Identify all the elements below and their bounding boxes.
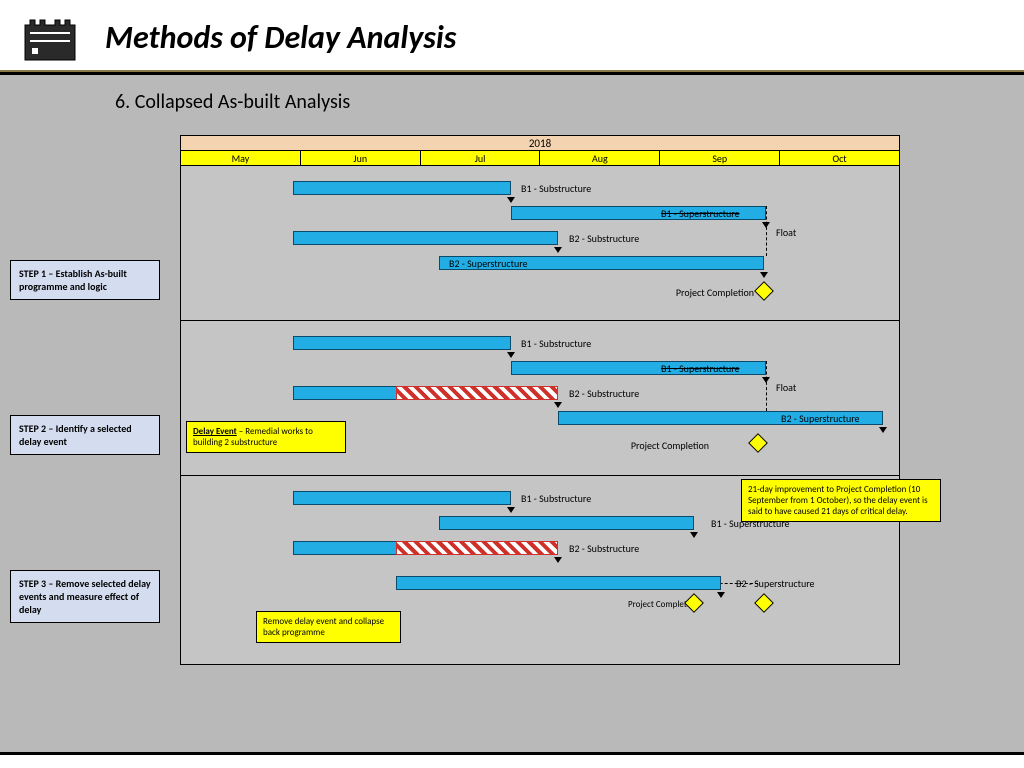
gantt-chart: 2018 MayJunJulAugSepOct Float Project Co…	[180, 135, 900, 665]
arrow-icon	[717, 592, 725, 598]
arrow-icon	[507, 507, 515, 513]
month-cell: Jun	[301, 151, 421, 166]
arrow-icon	[554, 247, 562, 253]
bar-label: B2 - Substructure	[569, 542, 639, 555]
step-label: STEP 1 – Establish As-built programme an…	[10, 260, 160, 300]
arrow-icon	[507, 197, 515, 203]
arrow-icon	[762, 222, 770, 228]
bar-label: B2 - Substructure	[569, 387, 639, 400]
float-line	[766, 361, 767, 411]
month-cell: Sep	[660, 151, 780, 166]
page-title: Methods of Delay Analysis	[105, 18, 456, 57]
float-label: Float	[776, 226, 796, 239]
arrow-icon	[879, 427, 887, 433]
milestone-icon	[754, 281, 774, 301]
bar-label: B1 - Superstructure	[661, 207, 740, 220]
month-row: MayJunJulAugSepOct	[181, 151, 899, 166]
callout: Delay Event – Remedial works to building…	[186, 421, 346, 453]
bar-label: B1 - Superstructure	[661, 362, 740, 375]
month-cell: Jul	[421, 151, 541, 166]
panel-step3: Project Completion B1 - SubstructureB1 -…	[181, 476, 899, 656]
arrow-icon	[690, 532, 698, 538]
month-cell: May	[181, 151, 301, 166]
gantt-bar	[293, 336, 511, 350]
milestone-icon	[748, 433, 768, 453]
panel-step1: Float Project Completion B1 - Substructu…	[181, 166, 899, 321]
milestone-icon	[754, 593, 774, 613]
completion-label: Project Completion	[631, 439, 709, 452]
delay-bar	[396, 386, 558, 400]
bar-label: B2 - Superstructure	[781, 412, 860, 425]
completion-label: Project Completion	[676, 286, 754, 299]
arrow-icon	[507, 352, 515, 358]
float-line	[766, 206, 767, 256]
step-label: STEP 3 – Remove selected delay events an…	[10, 570, 160, 623]
month-cell: Aug	[540, 151, 660, 166]
tower-logo-icon	[20, 10, 80, 65]
bar-label: B1 - Substructure	[521, 492, 591, 505]
content-area: 6. Collapsed As-built Analysis STEP 1 – …	[0, 75, 1024, 755]
gantt-bar	[293, 491, 511, 505]
arrow-icon	[554, 402, 562, 408]
bar-label: B2 - Substructure	[569, 232, 639, 245]
arrow-icon	[762, 377, 770, 383]
gantt-bar	[439, 516, 694, 530]
delay-bar	[396, 541, 558, 555]
panel-step2: Float Project Completion B1 - Substructu…	[181, 321, 899, 476]
gantt-bar	[293, 231, 558, 245]
gantt-bar	[293, 181, 511, 195]
bar-label: B2 - Superstructure	[736, 577, 815, 590]
step-label: STEP 2 – Identify a selected delay event	[10, 415, 160, 455]
gantt-bar	[396, 576, 721, 590]
year-header: 2018	[181, 136, 899, 151]
bar-label: B1 - Substructure	[521, 337, 591, 350]
callout: 21-day improvement to Project Completion…	[741, 479, 941, 522]
bar-label: B2 - Superstructure	[449, 257, 528, 270]
subtitle: 6. Collapsed As-built Analysis	[115, 90, 1004, 114]
float-label: Float	[776, 381, 796, 394]
arrow-icon	[554, 557, 562, 563]
arrow-icon	[760, 272, 768, 278]
header: Methods of Delay Analysis	[0, 0, 1024, 72]
bar-label: B1 - Substructure	[521, 182, 591, 195]
month-cell: Oct	[780, 151, 899, 166]
callout: Remove delay event and collapse back pro…	[256, 611, 401, 643]
